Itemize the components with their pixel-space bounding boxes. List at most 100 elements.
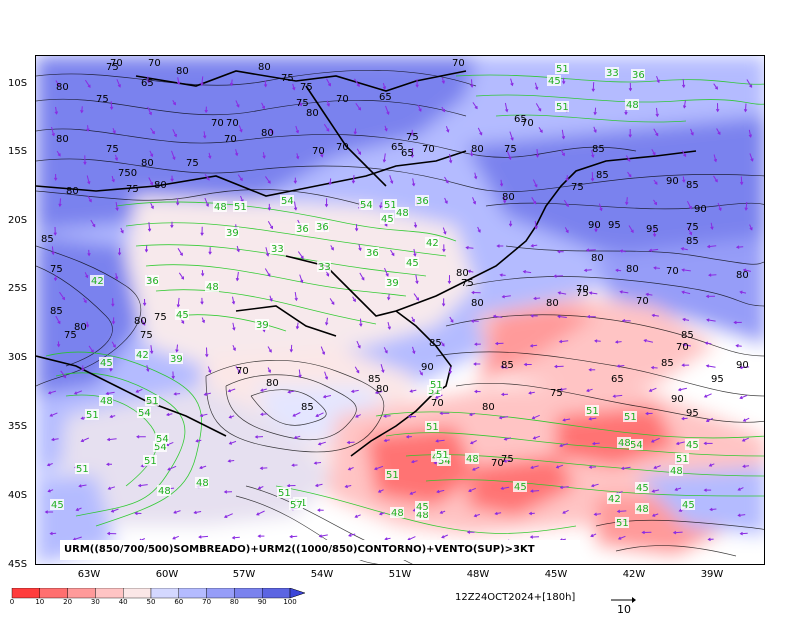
wind-arrow (559, 443, 568, 447)
wind-arrow (649, 248, 659, 251)
wind-arrow-head (705, 364, 710, 368)
wind-arrow-head (324, 203, 329, 208)
wind-arrow (534, 82, 538, 90)
svg-text:51: 51 (430, 380, 443, 391)
wind-arrow (315, 483, 323, 487)
wind-arrow (87, 195, 92, 202)
wind-arrow (532, 179, 538, 187)
wind-arrow-head (358, 247, 362, 252)
wind-arrow-head (322, 394, 327, 399)
wind-arrow (236, 271, 239, 281)
wind-arrow-head (135, 389, 139, 393)
wind-arrow (560, 149, 565, 156)
wind-arrow (620, 291, 629, 294)
wind-arrow-head (228, 415, 232, 419)
colorbar-tick-label: 90 (257, 598, 267, 606)
wind-arrow (224, 513, 233, 518)
wind-arrow (146, 365, 149, 372)
urm2-contour-label: 54 (137, 407, 151, 419)
lat-label-45s: 45S (8, 559, 28, 570)
wind-arrow (51, 438, 59, 441)
wind-arrow-head (269, 298, 273, 302)
humidity-contour-label: 75 (50, 264, 63, 275)
wind-arrow (260, 413, 268, 415)
wind-arrow (55, 315, 61, 324)
wind-arrow (326, 78, 331, 86)
wind-arrow (90, 219, 96, 227)
wind-arrow-head (314, 483, 319, 488)
wind-arrow (534, 220, 537, 229)
wind-arrow-head (391, 252, 395, 257)
wind-arrow-head (199, 413, 204, 418)
wind-arrow (625, 155, 631, 162)
svg-text:45: 45 (176, 310, 189, 321)
urm2-contour-label: 51 (555, 63, 569, 75)
wind-arrow-head (529, 489, 534, 493)
wind-arrow-head (619, 290, 623, 294)
wind-arrow (654, 267, 660, 269)
wind-arrow-head (586, 314, 591, 319)
wind-arrow (111, 341, 116, 348)
wind-arrow-head (200, 301, 204, 305)
lon-label-51w: 51W (388, 569, 412, 580)
wind-arrow (474, 172, 477, 179)
wind-arrow-head (445, 180, 449, 184)
wind-arrow (292, 412, 301, 417)
wind-arrow (560, 486, 569, 489)
wind-arrow-head (293, 435, 298, 439)
colorbar-tick-label: 0 (9, 598, 15, 606)
urm2-contour-label: 36 (295, 223, 309, 235)
urm2-contour-label: 42 (90, 275, 104, 287)
wind-arrow-head (733, 320, 737, 325)
humidity-contour-label: 80 (471, 144, 484, 155)
wind-arrow (178, 272, 184, 280)
wind-arrow-head (559, 485, 563, 490)
wind-arrow-head (410, 132, 414, 136)
svg-text:54: 54 (281, 196, 294, 207)
svg-text:39: 39 (256, 320, 269, 331)
urm2-contour-label: 48 (669, 465, 683, 477)
svg-text:48: 48 (416, 510, 429, 521)
wind-arrow-head (624, 111, 628, 116)
humidity-contour-label: 75 (126, 184, 139, 195)
wind-arrow-head (298, 102, 302, 107)
wind-arrow (738, 514, 746, 516)
wind-arrow-head (261, 105, 265, 110)
wind-arrow-head (682, 179, 686, 183)
wind-arrow (172, 129, 177, 137)
svg-text:48: 48 (396, 208, 409, 219)
wind-arrow-head (236, 248, 240, 253)
wind-arrow (682, 269, 691, 272)
wind-arrow-head (678, 508, 682, 512)
wind-arrow (323, 123, 330, 132)
wind-arrow-head (534, 184, 538, 188)
wind-arrow-head (267, 207, 272, 211)
svg-text:42: 42 (608, 494, 621, 505)
wind-arrow-head (267, 369, 271, 373)
wind-arrow-head (443, 231, 447, 235)
humidity-contour-label: 95 (608, 220, 621, 231)
svg-text:51: 51 (86, 410, 99, 421)
humidity-contour-label: 75 (550, 388, 563, 399)
wind-arrow-head (530, 314, 534, 318)
wind-arrow-head (448, 160, 453, 164)
urm2-contour-label: 45 (380, 213, 394, 225)
wind-arrow (558, 315, 567, 318)
urm2-contour-label: 48 (395, 207, 409, 219)
wind-arrow-head (703, 488, 707, 492)
wind-arrow (436, 489, 445, 493)
wind-arrow (704, 393, 712, 398)
wind-arrow-head (291, 463, 295, 467)
wind-arrow-head (588, 417, 592, 421)
wind-arrow-head (112, 130, 116, 134)
humidity-contour-label: 70 (431, 398, 444, 409)
humidity-contour-label: 65 (379, 92, 392, 103)
wind-arrow (150, 345, 153, 354)
wind-arrow (86, 175, 90, 184)
wind-arrow-head (260, 412, 264, 416)
wind-arrow (652, 314, 659, 317)
svg-text:51: 51 (436, 450, 449, 461)
wind-arrow (382, 82, 386, 89)
wind-arrow-head (469, 153, 474, 157)
wind-arrow (59, 198, 61, 207)
